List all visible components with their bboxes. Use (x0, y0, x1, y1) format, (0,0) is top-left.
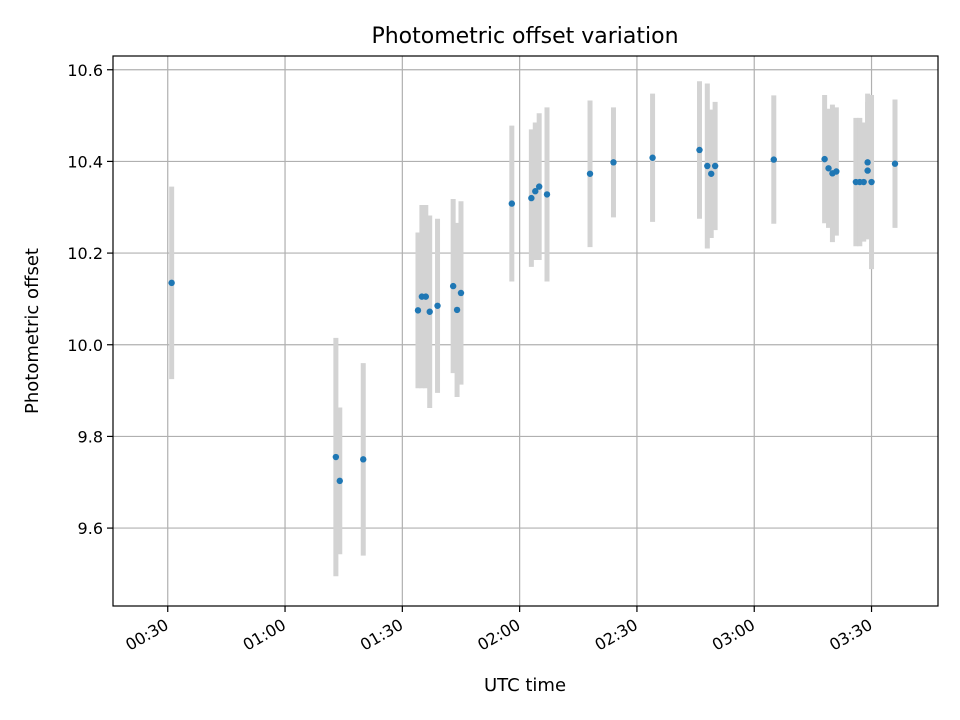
data-point (168, 279, 175, 287)
data-point (821, 155, 828, 163)
data-point (535, 183, 543, 190)
data-point (833, 168, 840, 175)
data-point (336, 477, 343, 485)
data-point (332, 453, 340, 461)
data-point (864, 167, 871, 174)
y-axis-label: Photometric offset (22, 248, 43, 414)
data-point (711, 162, 719, 170)
plot-frame (112, 55, 939, 607)
data-point (891, 160, 899, 167)
data-point (586, 170, 594, 177)
y-axis: 9.6 9.8 10.0 10.2 10.4 10.6 (67, 61, 113, 538)
data-point (708, 170, 715, 177)
y-tick-label: 10.6 (67, 61, 103, 80)
y-tick-label: 10.0 (67, 336, 103, 355)
data-point (422, 293, 429, 300)
data-point (360, 456, 367, 463)
data-point (649, 154, 656, 161)
data-point (449, 282, 457, 290)
data-point (696, 146, 703, 154)
y-tick-label: 10.4 (67, 152, 103, 171)
data-point (414, 307, 422, 314)
y-tick-label: 10.2 (67, 244, 103, 263)
x-axis-label: UTC time (484, 675, 566, 696)
data-point (860, 178, 867, 186)
data-point (610, 159, 617, 166)
data-point (770, 156, 777, 163)
y-tick-label: 9.6 (78, 519, 103, 538)
data-point (825, 165, 832, 172)
data-point (528, 194, 535, 202)
data-point (457, 289, 465, 297)
data-point (704, 162, 711, 170)
data-points (168, 146, 899, 485)
data-point (426, 308, 433, 315)
data-point (868, 178, 875, 186)
data-point (453, 306, 461, 314)
data-point (532, 188, 539, 195)
data-point (543, 191, 551, 198)
data-point (434, 302, 441, 309)
chart-title: Photometric offset variation (371, 24, 678, 49)
data-point (864, 159, 871, 166)
y-tick-label: 9.8 (78, 427, 103, 446)
data-point (508, 200, 516, 207)
grid (113, 56, 938, 606)
